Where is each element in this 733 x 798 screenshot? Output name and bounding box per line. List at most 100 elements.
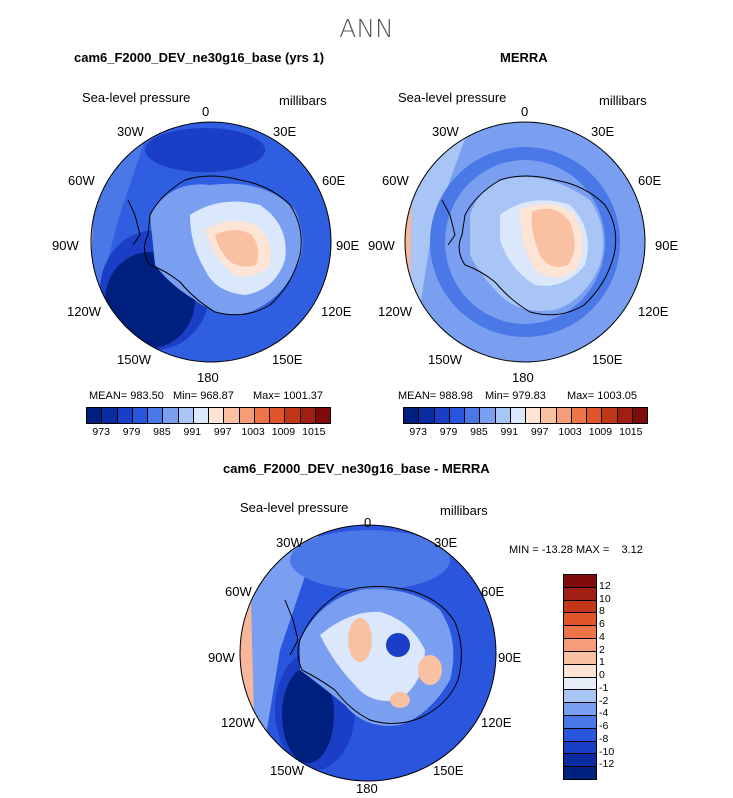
colorbar-swatch (433, 408, 449, 423)
panel1-title: cam6_F2000_DEV_ne30g16_base (yrs 1) (74, 50, 325, 65)
panel3-lon-150w: 150W (270, 763, 304, 778)
panel1-lon-60e: 60E (322, 173, 346, 188)
panel1-min: Min= 968.87 (173, 390, 234, 402)
colorbar-swatch (223, 408, 239, 423)
colorbar-swatch (540, 408, 556, 423)
colorbar-swatch (299, 408, 315, 423)
colorbar-swatch (87, 408, 102, 423)
colorbar-swatch (564, 676, 596, 690)
panel3-coastline (297, 585, 462, 724)
panel1-variable-label: Sea-level pressure (82, 90, 191, 105)
colorbar-swatch (494, 408, 510, 423)
colorbar-tick-label: 1003 (241, 426, 265, 438)
panel3-units-label: millibars (440, 503, 488, 518)
colorbar-swatch (404, 408, 419, 423)
colorbar-swatch (101, 408, 117, 423)
panel2-units-label: millibars (599, 93, 647, 108)
colorbar-swatch (564, 663, 596, 677)
colorbar-swatch (564, 753, 596, 767)
season-title: ANN (339, 14, 394, 43)
panel2-mean: MEAN= 988.98 (398, 390, 473, 402)
panel3-lon-60w: 60W (225, 584, 252, 599)
colorbar-swatch (208, 408, 224, 423)
panel3-lon-90w: 90W (208, 650, 235, 665)
panel1-colorbar (86, 407, 331, 424)
panel1-lon-180: 180 (197, 370, 219, 385)
panel1-lon-60w: 60W (68, 173, 95, 188)
colorbar-swatch (564, 599, 596, 613)
panel2-lon-0: 0 (521, 104, 529, 119)
colorbar-swatch (564, 575, 596, 587)
panel3-lon-120w: 120W (221, 715, 255, 730)
panel1-lon-120w: 120W (67, 304, 101, 319)
colorbar-tick-label: 979 (439, 426, 458, 438)
panel3-lon-60e: 60E (481, 584, 505, 599)
colorbar-swatch (448, 408, 464, 423)
colorbar-tick-label: -6 (599, 720, 609, 732)
colorbar-swatch (586, 408, 602, 423)
panel2-lon-120w: 120W (378, 304, 412, 319)
panel3-colorbar-labels: 12 10 8 6 4 2 1 0 -1 -2 -4 -6 -8 -10 -12 (599, 574, 639, 778)
colorbar-tick-label: 1009 (588, 426, 613, 438)
colorbar-swatch (555, 408, 571, 423)
panel1-lon-150w: 150W (117, 352, 151, 367)
colorbar-tick-label: 985 (153, 426, 171, 438)
colorbar-swatch (564, 689, 596, 703)
panel2-lon-90e: 90E (655, 238, 679, 253)
colorbar-tick-label: 8 (599, 605, 605, 618)
panel1-lon-150e: 150E (272, 352, 303, 367)
colorbar-tick-label: 997 (530, 426, 549, 438)
colorbar-swatch (269, 408, 285, 423)
colorbar-tick-label: 2 (599, 643, 605, 656)
colorbar-swatch (147, 408, 163, 423)
panel1-max: Max= 1001.37 (253, 390, 324, 402)
panel1-lon-120e: 120E (321, 304, 352, 319)
colorbar-swatch (564, 638, 596, 651)
colorbar-tick-label: 6 (599, 618, 605, 630)
panel2-lon-60e: 60E (638, 173, 662, 188)
colorbar-swatch (631, 408, 647, 423)
colorbar-tick-label: -12 (599, 758, 615, 771)
colorbar-swatch (479, 408, 495, 423)
colorbar-tick-label: 973 (92, 426, 110, 438)
panel2-coastline (458, 175, 617, 316)
colorbar-tick-label: -1 (599, 681, 609, 694)
panel1-lon-30w: 30W (117, 124, 144, 139)
colorbar-swatch (418, 408, 434, 423)
colorbar-tick-label: 10 (599, 592, 611, 605)
colorbar-swatch (238, 408, 254, 423)
colorbar-swatch (564, 612, 596, 626)
panel2-lon-90w: 90W (368, 238, 395, 253)
panel1-lon-90e: 90E (336, 238, 360, 253)
panel3-lon-120e: 120E (481, 715, 512, 730)
panel1-lon-0: 0 (202, 104, 210, 119)
panel3-lon-30e: 30E (434, 535, 458, 550)
colorbar-tick-label: 1009 (271, 426, 296, 438)
colorbar-tick-label: 991 (500, 426, 519, 438)
panel3-contours (240, 525, 496, 781)
panel1-coastline (144, 175, 302, 316)
panel2-lon-150e: 150E (592, 352, 623, 367)
colorbar-tick-label: -2 (599, 694, 609, 707)
colorbar-swatch (284, 408, 300, 423)
panel2-lon-30e: 30E (591, 124, 615, 139)
colorbar-tick-label: 979 (122, 426, 141, 438)
colorbar-tick-label: 1015 (619, 426, 643, 438)
colorbar-swatch (564, 625, 596, 639)
colorbar-swatch (564, 740, 596, 754)
colorbar-tick-label: -4 (599, 707, 609, 720)
colorbar-swatch (570, 408, 586, 423)
panel1-colorbar-labels: 973 979 985 991 997 1003 1009 1015 (86, 426, 329, 440)
panel2-lon-150w: 150W (428, 352, 462, 367)
colorbar-swatch (616, 408, 632, 423)
colorbar-swatch (525, 408, 541, 423)
panel3-minmax: MIN = -13.28 MAX = 3.12 (509, 544, 643, 556)
panel2-lon-30w: 30W (432, 124, 459, 139)
colorbar-swatch (162, 408, 178, 423)
colorbar-swatch (564, 650, 596, 664)
panel2-max: Max= 1003.05 (567, 390, 638, 402)
panel2-variable-label: Sea-level pressure (398, 90, 507, 105)
colorbar-swatch (564, 702, 596, 715)
panel1-units-label: millibars (279, 93, 327, 108)
